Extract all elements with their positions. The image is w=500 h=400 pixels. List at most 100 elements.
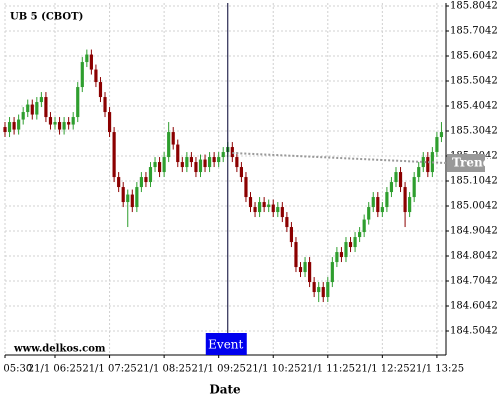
candle-body bbox=[317, 287, 321, 293]
y-tick-label: 185.7042 bbox=[450, 26, 498, 37]
candle-body bbox=[303, 262, 307, 273]
x-tick-label: 21/1 13:25 bbox=[410, 364, 464, 375]
candle-body bbox=[212, 157, 216, 163]
candle-body bbox=[408, 197, 412, 213]
candle-body bbox=[376, 197, 380, 213]
candle-body bbox=[135, 187, 139, 208]
candle-body bbox=[298, 267, 303, 273]
candle-body bbox=[339, 252, 344, 258]
candle-body bbox=[403, 187, 407, 213]
candle-body bbox=[76, 87, 80, 118]
x-tick-label: 21/1 06:25 bbox=[28, 364, 82, 375]
candle-body bbox=[380, 207, 384, 213]
candle-body bbox=[21, 112, 25, 120]
candle-body bbox=[44, 97, 48, 118]
candle-body bbox=[35, 102, 39, 115]
candle-body bbox=[30, 104, 34, 115]
candle-body bbox=[7, 122, 12, 133]
y-tick-label: 185.6042 bbox=[450, 51, 498, 62]
y-tick-label: 185.1042 bbox=[450, 176, 498, 187]
y-tick-label: 184.9042 bbox=[450, 226, 498, 237]
trend-label: Trend bbox=[452, 156, 492, 170]
grid bbox=[4, 3, 446, 355]
marks bbox=[3, 49, 444, 303]
candle-body bbox=[248, 197, 253, 208]
candle-body bbox=[321, 287, 325, 298]
y-tick-label: 185.5042 bbox=[450, 76, 498, 87]
candle-body bbox=[85, 54, 89, 63]
candle-body bbox=[335, 252, 339, 263]
candle-body bbox=[294, 242, 298, 268]
candle-body bbox=[162, 157, 166, 173]
candle-body bbox=[153, 162, 157, 168]
candle-body bbox=[271, 204, 275, 213]
x-tick-label: 21/1 07:25 bbox=[82, 364, 136, 375]
candle-body bbox=[344, 242, 348, 258]
candle-body bbox=[267, 204, 271, 208]
candle-body bbox=[235, 157, 239, 168]
candle-body bbox=[203, 159, 207, 168]
y-tick-label: 185.3042 bbox=[450, 126, 498, 137]
y-tick-label: 185.8042 bbox=[450, 1, 498, 12]
candle-body bbox=[435, 137, 439, 153]
candle-body bbox=[394, 172, 398, 183]
candle-body bbox=[167, 132, 171, 158]
candle-body bbox=[53, 122, 57, 125]
candle-body bbox=[71, 117, 75, 125]
y-tick-label: 184.6042 bbox=[450, 301, 498, 312]
x-tick-label: 21/1 10:25 bbox=[246, 364, 300, 375]
candle-body bbox=[94, 69, 98, 83]
candle-body bbox=[285, 217, 289, 228]
candle-body bbox=[130, 194, 134, 208]
candle-body bbox=[39, 97, 43, 103]
candle-body bbox=[280, 207, 284, 218]
candle-body bbox=[417, 167, 421, 178]
candle-body bbox=[207, 157, 212, 168]
candle-body bbox=[189, 157, 193, 163]
candle-body bbox=[126, 194, 130, 203]
trend-label-box bbox=[447, 154, 485, 172]
candle-body bbox=[276, 207, 280, 213]
candle-body bbox=[398, 172, 403, 188]
candle-body bbox=[389, 182, 394, 193]
x-tick-label: 21/1 09:25 bbox=[191, 364, 245, 375]
candle-body bbox=[353, 237, 357, 248]
candle-body bbox=[121, 187, 125, 203]
candle-body bbox=[312, 282, 316, 293]
candle-body bbox=[17, 119, 21, 130]
event-label: Event bbox=[208, 338, 243, 352]
candle-body bbox=[348, 242, 353, 248]
candle-body bbox=[157, 162, 162, 173]
candle-body bbox=[144, 177, 148, 183]
candle-body bbox=[439, 132, 444, 138]
candle-body bbox=[221, 152, 225, 158]
x-axis-title: Date bbox=[209, 383, 241, 397]
candle-body bbox=[262, 202, 266, 208]
candle-body bbox=[180, 162, 184, 168]
candle-body bbox=[253, 207, 257, 213]
candle-body bbox=[107, 112, 112, 133]
candle-body bbox=[67, 122, 71, 125]
candle-body bbox=[217, 157, 221, 163]
y-tick-label: 184.5042 bbox=[450, 326, 498, 337]
candle-body bbox=[48, 117, 53, 125]
candle-body bbox=[103, 97, 107, 113]
candle-body bbox=[194, 162, 198, 173]
x-tick-label: 21/1 05:30 bbox=[0, 364, 32, 375]
candle-body bbox=[89, 54, 93, 70]
candle-body bbox=[230, 147, 234, 158]
candle-body bbox=[176, 144, 180, 163]
candle-body bbox=[112, 132, 116, 178]
watermark: www.delkos.com bbox=[13, 344, 106, 355]
candle-body bbox=[148, 167, 153, 183]
candle-body bbox=[98, 82, 103, 98]
candle-body bbox=[117, 177, 121, 188]
candle-body bbox=[258, 202, 262, 213]
candle-body bbox=[26, 104, 30, 113]
candle-body bbox=[421, 157, 425, 168]
candle-body bbox=[171, 132, 175, 145]
candle-body bbox=[426, 157, 430, 173]
x-tick-label: 21/1 11:25 bbox=[301, 364, 355, 375]
y-tick-label: 184.7042 bbox=[450, 276, 498, 287]
